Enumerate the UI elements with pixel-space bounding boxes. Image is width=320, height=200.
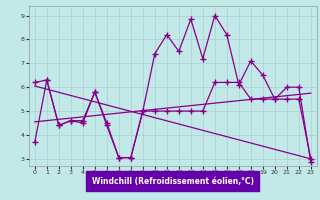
X-axis label: Windchill (Refroidissement éolien,°C): Windchill (Refroidissement éolien,°C): [92, 177, 254, 186]
